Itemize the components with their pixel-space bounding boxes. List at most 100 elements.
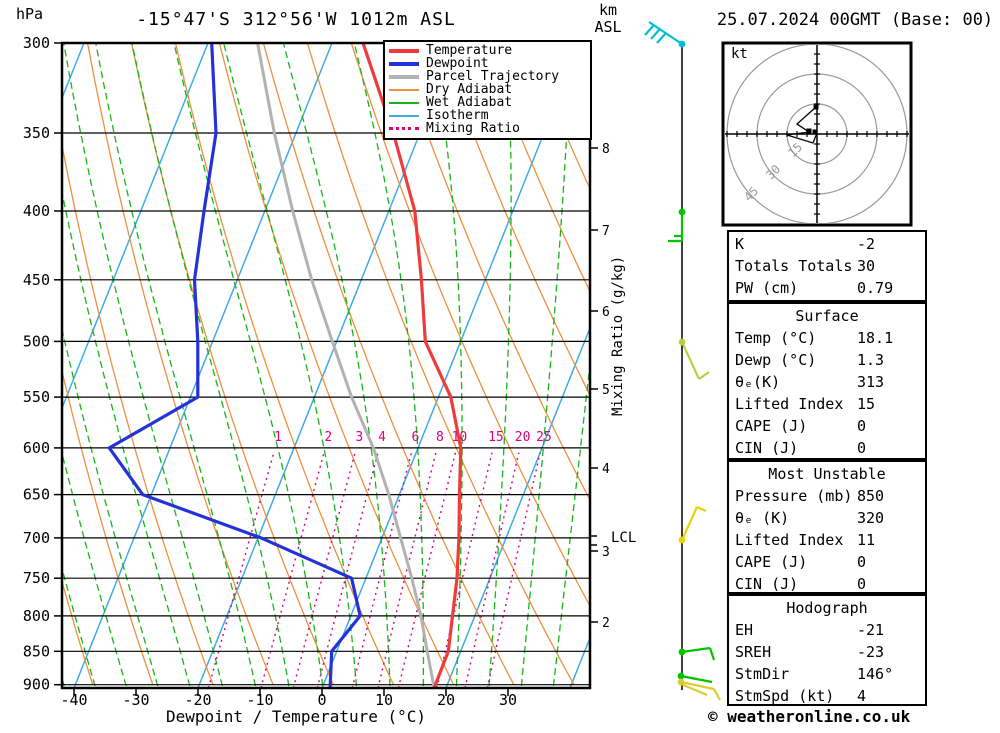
table-row: CAPE (J) 0 (735, 553, 867, 571)
parcel-line-swatch (389, 74, 419, 79)
svg-text:20: 20 (437, 691, 455, 709)
svg-text:8: 8 (602, 142, 610, 157)
km-axis-header: km ASL (584, 2, 632, 36)
svg-text:400: 400 (23, 202, 50, 220)
legend-item-wet-adiabat: Wet Adiabat (389, 96, 590, 109)
table-row: EH -21 (735, 621, 885, 639)
svg-text:900: 900 (23, 676, 50, 694)
wind-barbs (644, 21, 721, 701)
legend-item-isotherm: Isotherm (389, 109, 590, 122)
isotherm-line-swatch (389, 114, 419, 117)
wind-barb (644, 21, 686, 48)
copyright: © weatheronline.co.uk (708, 707, 911, 726)
table-title: Surface (795, 307, 859, 325)
pressure-axis-unit: hPa (16, 5, 44, 23)
mixing-ratio-labels: 1 2 3 4 6 8 10 15 20 25 (274, 430, 552, 445)
wind-barb (677, 672, 713, 684)
wind-barb (677, 678, 721, 701)
table-row: PW (cm) 0.79 (735, 279, 894, 297)
plot-border (60, 41, 592, 690)
table-row: K -2 (735, 235, 876, 253)
wind-barb (678, 505, 707, 544)
svg-text:-10: -10 (246, 691, 273, 709)
lcl-label: LCL (611, 530, 637, 546)
wet-adiabats (62, 43, 590, 687)
svg-text:8: 8 (436, 430, 444, 445)
svg-text:2: 2 (602, 616, 610, 631)
run-date: 25.07.2024 00GMT (Base: 00) (716, 10, 994, 30)
svg-text:-20: -20 (184, 691, 211, 709)
svg-text:5: 5 (602, 383, 610, 398)
svg-text:6: 6 (411, 430, 419, 445)
table-row: Lifted Index 15 (735, 395, 876, 413)
svg-text:7: 7 (602, 224, 610, 239)
hodograph-unit-label: kt (731, 46, 748, 62)
table-row: Dewp (°C) 1.3 (735, 351, 885, 369)
legend-item-dewpoint: Dewpoint (389, 57, 590, 70)
svg-text:3: 3 (602, 545, 610, 560)
wind-barb (668, 208, 686, 243)
temperature-axis-label: Dewpoint / Temperature (°C) (165, 707, 427, 726)
hodograph (721, 41, 913, 227)
svg-text:700: 700 (23, 529, 50, 547)
temperature-tick-labels: -40 -30 -20 -10 0 10 20 30 (60, 688, 517, 709)
svg-text:-30: -30 (122, 691, 149, 709)
svg-text:300: 300 (23, 34, 50, 52)
table-row: CAPE (J) 0 (735, 417, 867, 435)
pressure-tick-labels: 300 350 400 450 500 550 600 650 700 750 800 850 900 (23, 34, 62, 694)
wind-barb (678, 338, 710, 380)
svg-text:15: 15 (488, 430, 504, 445)
svg-text:0: 0 (317, 691, 326, 709)
table-row: θₑ (K) 320 (735, 509, 885, 527)
table-title: Hodograph (786, 599, 868, 617)
svg-text:600: 600 (23, 439, 50, 457)
table-row: Temp (°C) 18.1 (735, 329, 894, 347)
svg-text:10: 10 (452, 430, 468, 445)
svg-text:3: 3 (355, 430, 363, 445)
dewpoint-line-swatch (389, 61, 419, 66)
svg-text:2: 2 (324, 430, 332, 445)
km-tick-labels: 8 7 6 5 4 3 2 (590, 142, 610, 631)
legend-item-dry-adiabat: Dry Adiabat (389, 83, 590, 96)
hodograph-table: Hodograph EH -21 SREH -23 StmDir 146° StmSp… (727, 594, 927, 706)
mixing-ratio-lines (207, 452, 541, 688)
svg-text:500: 500 (23, 332, 50, 350)
svg-text:550: 550 (23, 388, 50, 406)
most-unstable-table: Most Unstable Pressure (mb) 850 θₑ (K) 320… (727, 460, 927, 594)
surface-table: Surface Temp (°C) 18.1 Dewp (°C) 1.3 θₑ(K)… (727, 302, 927, 460)
svg-text:10: 10 (375, 691, 393, 709)
temperature-line-swatch (389, 48, 419, 53)
svg-text:800: 800 (23, 607, 50, 625)
table-title: Most Unstable (768, 465, 886, 483)
table-row: θₑ(K) 313 (735, 373, 885, 391)
hodograph-trace (786, 104, 819, 144)
wind-barb (678, 646, 716, 661)
svg-text:1: 1 (274, 430, 282, 445)
svg-text:25: 25 (536, 430, 552, 445)
svg-text:6: 6 (602, 305, 610, 320)
table-row: Pressure (mb) 850 (735, 487, 885, 505)
wet-adiabat-line-swatch (389, 101, 419, 104)
legend-item-mixing-ratio: Mixing Ratio (389, 122, 590, 135)
legend: Temperature Dewpoint Parcel Trajectory D… (383, 40, 592, 140)
table-row: CIN (J) 0 (735, 439, 867, 457)
svg-text:650: 650 (23, 486, 50, 504)
svg-text:-40: -40 (60, 691, 87, 709)
mixing-ratio-line-swatch (389, 127, 419, 130)
temperature-curve (361, 43, 463, 688)
mixing-ratio-axis-label: Mixing Ratio (g/kg) (610, 255, 626, 416)
sounding-curves (107, 43, 463, 688)
svg-text:850: 850 (23, 642, 50, 660)
table-row: Totals Totals 30 (735, 257, 876, 275)
asl-label: ASL (594, 18, 622, 36)
table-row: Lifted Index 11 (735, 531, 876, 549)
svg-text:30: 30 (499, 691, 517, 709)
km-label: km (598, 1, 618, 19)
parcel-curve (256, 43, 436, 688)
table-row: StmSpd (kt) 4 (735, 687, 867, 705)
dewpoint-curve (107, 43, 362, 688)
indices-table: K -2 Totals Totals 30 PW (cm) 0.79 (727, 230, 927, 302)
svg-text:4: 4 (602, 462, 610, 477)
